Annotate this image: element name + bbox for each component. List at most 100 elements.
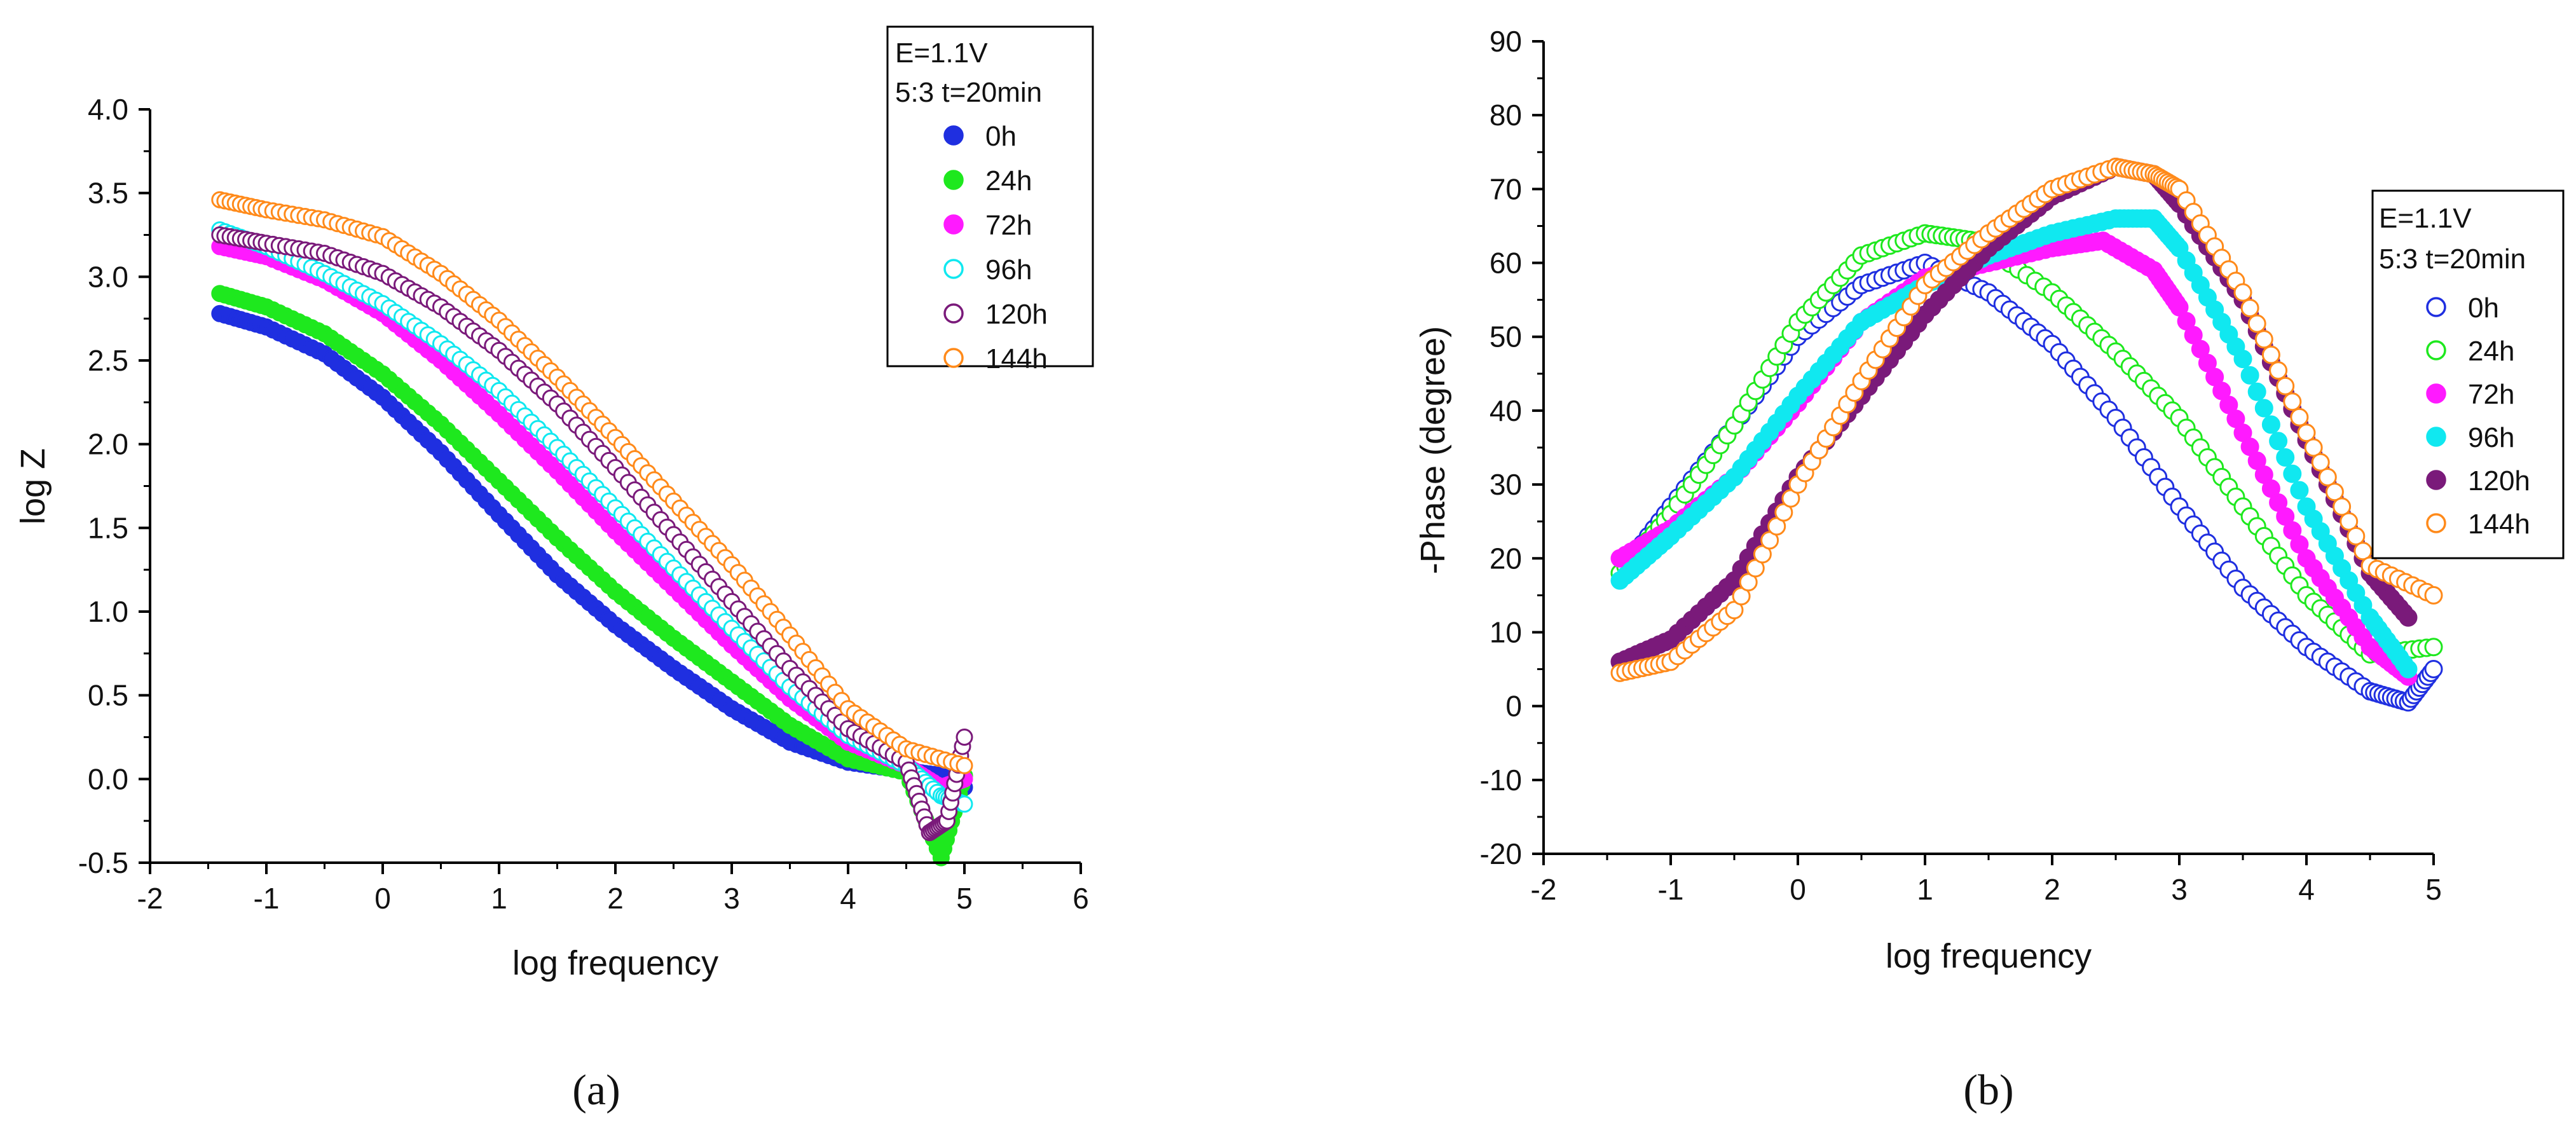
chart-a-x-tick-label-8: 6	[1072, 882, 1089, 915]
chart-a-legend-marker-72h	[943, 214, 964, 235]
chart-b-y-tick-label-10: 80	[1490, 99, 1522, 132]
chart-a-legend-items: 0h 24h 72h 96h 120h 144h	[943, 121, 1048, 374]
chart-a-legend-marker-0h	[943, 125, 964, 146]
chart-a-point-144h-117	[956, 757, 973, 774]
chart-a-y-tick-label-1: 0.0	[88, 762, 128, 795]
chart-b-point-144h-114	[2340, 512, 2359, 531]
chart-b-point-96h-106	[2283, 464, 2302, 483]
chart-b-x-tick-label-1: -1	[1658, 873, 1684, 906]
chart-b-legend: E=1.1V 5:3 t=20min 0h 24h 72h 96h 120h 144h	[2371, 189, 2565, 559]
chart-a-y-tick-label-0: -0.5	[78, 846, 128, 879]
chart-b-y-tick-label-11: 90	[1490, 25, 1522, 58]
chart-b-legend-items: 0h 24h 72h 96h 120h 144h	[2426, 292, 2530, 540]
chart-b-y-tick-label-7: 50	[1490, 320, 1522, 353]
chart-b-x-ticks: -2 -1 0 1 2 3 4 5	[1531, 854, 2442, 906]
chart-b-point-144h-112	[2325, 483, 2344, 502]
chart-a-legend-marker-120h	[943, 303, 964, 324]
chart-a-legend-title-1: E=1.1V	[895, 38, 988, 69]
chart-b-series-24h	[1610, 224, 2443, 664]
chart-b-x-label: log frequency	[1886, 937, 2092, 975]
chart-b-point-144h-99	[2233, 283, 2252, 302]
chart-a-x-ticks: -2 -1 0 1 2 3 4 5 6	[137, 863, 1089, 915]
chart-b-y-tick-label-8: 60	[1490, 247, 1522, 280]
chart-b-point-96h-99	[2233, 350, 2252, 369]
chart-b-series-0h	[1610, 254, 2443, 712]
chart-a: -2 -1 0 1 2 3 4 5 6 -0.5 0.0 0.5 1.0 1.5 2.0 2.5 3.0 3.5…	[14, 25, 1094, 982]
chart-a-y-label: log Z	[14, 448, 52, 524]
chart-b-legend-label-24h: 24h	[2468, 336, 2514, 367]
panel-a-label: (a)	[572, 1066, 620, 1114]
chart-a-legend-marker-24h	[943, 170, 964, 190]
chart-a-y-tick-label-9: 4.0	[88, 93, 128, 126]
chart-b-point-144h-109	[2304, 438, 2323, 457]
chart-b-y-label: -Phase (degree)	[1414, 326, 1452, 574]
subfigure-labels: (a) (b)	[572, 1066, 2013, 1114]
chart-b-point-144h-110	[2311, 453, 2330, 472]
chart-b-legend-marker-120h	[2426, 470, 2446, 490]
chart-a-y-tick-label-7: 3.0	[88, 260, 128, 293]
chart-b-point-144h-108	[2297, 423, 2316, 442]
chart-b-legend-label-144h: 144h	[2468, 509, 2530, 540]
chart-b-legend-marker-72h	[2426, 383, 2446, 404]
chart-b-point-96h-103	[2261, 415, 2280, 434]
chart-b-legend-marker-24h	[2426, 340, 2446, 360]
chart-b-point-144h-111	[2318, 468, 2337, 486]
chart-b-x-tick-label-6: 4	[2298, 873, 2315, 906]
chart-b-x-tick-label-5: 3	[2171, 873, 2188, 906]
panel-b-label: (b)	[1963, 1066, 2013, 1114]
chart-a-x-tick-label-1: -1	[254, 882, 280, 915]
chart-b-legend-marker-144h	[2426, 513, 2446, 533]
chart-a-series-144h	[211, 191, 973, 774]
chart-b-point-144h-102	[2254, 330, 2273, 349]
chart-b-point-144h-104	[2269, 361, 2288, 380]
chart-b-y-tick-label-6: 40	[1490, 394, 1522, 427]
chart-b-legend-box	[2371, 189, 2565, 559]
chart-a-point-120h-135	[956, 729, 973, 746]
chart-b-y-tick-label-0: -20	[1480, 837, 1522, 870]
chart-b-x-tick-label-4: 2	[2044, 873, 2060, 906]
chart-b-point-96h-126	[2399, 660, 2418, 678]
chart-a-x-tick-label-7: 5	[956, 882, 973, 915]
chart-b-y-tick-label-1: -10	[1480, 764, 1522, 797]
chart-b-legend-label-0h: 0h	[2468, 292, 2499, 324]
chart-b-y-tick-label-4: 20	[1490, 542, 1522, 575]
chart-b-point-144h-115	[2346, 526, 2366, 545]
chart-a-legend-title-2: 5:3 t=20min	[895, 77, 1042, 108]
chart-a-x-tick-label-5: 3	[723, 882, 740, 915]
chart-b-y-ticks: -20 -10 0 10 20 30 40 50 60 70 80 90	[1480, 25, 1544, 870]
chart-a-legend-label-72h: 72h	[985, 210, 1032, 241]
chart-b-point-144h-116	[2353, 542, 2373, 561]
chart-b-legend-label-72h: 72h	[2468, 379, 2514, 410]
chart-a-y-tick-label-8: 3.5	[88, 177, 128, 210]
chart-b-legend-label-120h: 120h	[2468, 465, 2530, 497]
chart-b-point-144h-100	[2240, 299, 2259, 317]
chart-b-point-96h-105	[2276, 448, 2295, 467]
chart-b-point-144h-105	[2276, 376, 2295, 395]
chart-b-legend-marker-0h	[2426, 297, 2446, 317]
chart-a-legend-marker-144h	[943, 348, 964, 368]
chart-a-legend-label-120h: 120h	[985, 299, 1048, 330]
chart-a-legend-label-96h: 96h	[985, 254, 1032, 285]
chart-b-point-0h-126	[2424, 660, 2443, 678]
chart-a-legend-label-144h: 144h	[985, 343, 1048, 374]
chart-b-legend-label-96h: 96h	[2468, 422, 2514, 453]
chart-b-point-96h-107	[2290, 481, 2309, 500]
chart-a-series-120h	[211, 226, 973, 842]
chart-a-x-tick-label-2: 0	[374, 882, 391, 915]
chart-b-point-144h-103	[2261, 345, 2280, 364]
chart-b-point-120h-126	[2399, 608, 2418, 627]
chart-b-point-24h-117	[2424, 638, 2443, 657]
chart-b-point-144h-106	[2283, 392, 2302, 411]
chart-a-marks	[211, 191, 973, 867]
chart-a-y-ticks: -0.5 0.0 0.5 1.0 1.5 2.0 2.5 3.0 3.5 4.0	[78, 93, 150, 879]
chart-b-x-tick-label-7: 5	[2425, 873, 2442, 906]
chart-b-point-144h-107	[2290, 408, 2309, 427]
chart-a-legend-marker-96h	[943, 259, 964, 279]
chart-b-y-tick-label-9: 70	[1490, 172, 1522, 205]
chart-a-legend-label-24h: 24h	[985, 165, 1032, 196]
chart-a-x-tick-label-6: 4	[840, 882, 856, 915]
chart-a-y-tick-label-3: 1.0	[88, 595, 128, 628]
chart-b-point-96h-101	[2247, 382, 2266, 401]
